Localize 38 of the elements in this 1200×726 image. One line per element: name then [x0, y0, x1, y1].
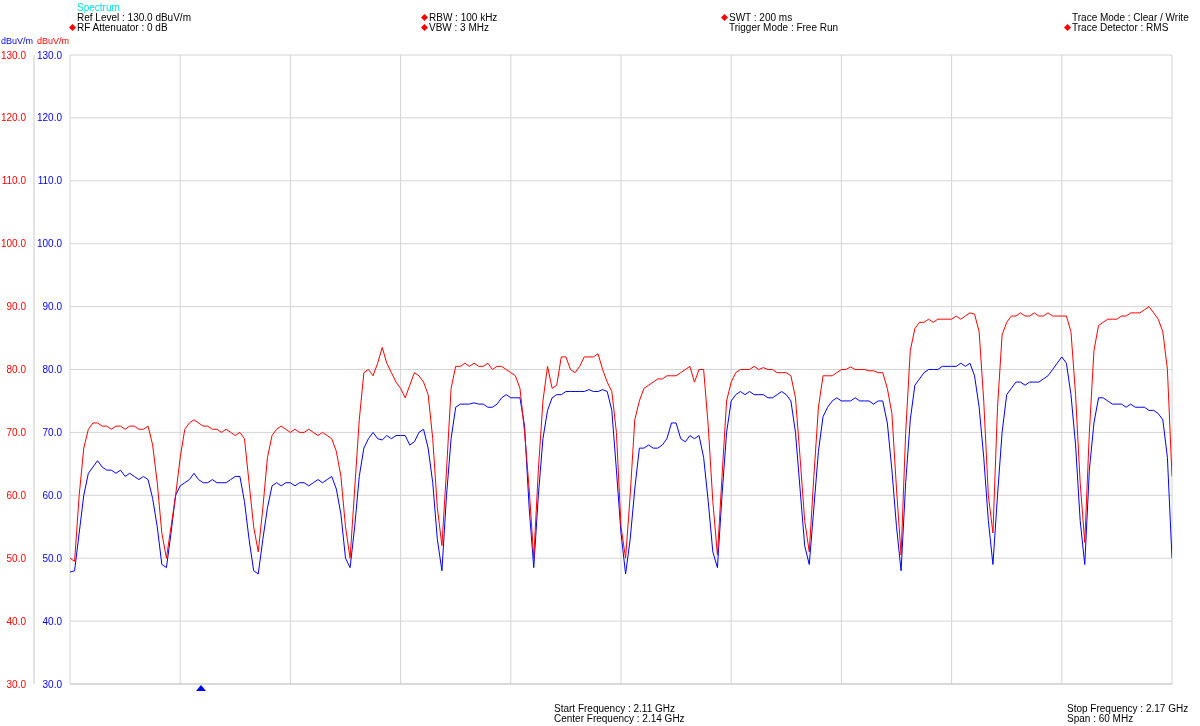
text: Stop Frequency : 2.17 GHz — [1067, 703, 1189, 714]
y-axis-title: dBuV/m — [1, 36, 34, 46]
y-tick-label: 90.0 — [6, 301, 27, 313]
y2-tick-label: 110.0 — [37, 175, 63, 187]
y2-tick-label: 100.0 — [36, 238, 63, 250]
y-tick-label: 120.0 — [0, 112, 27, 124]
y-tick-label: 50.0 — [6, 552, 27, 564]
text: Span : 60 MHz — [1067, 713, 1134, 724]
y2-axis-title: dBuV/m — [37, 36, 70, 46]
text: RBW : 100 kHz — [429, 12, 498, 23]
y-tick-label: 100.0 — [0, 238, 27, 250]
text: SWT : 200 ms — [729, 12, 793, 23]
chart-title: Spectrum — [77, 2, 120, 13]
y2-tick-label: 30.0 — [42, 678, 63, 690]
y2-tick-label: 90.0 — [42, 301, 63, 313]
y2-tick-label: 40.0 — [42, 615, 63, 627]
y2-tick-label: 60.0 — [42, 489, 63, 501]
y2-tick-label: 70.0 — [42, 426, 63, 438]
text: Trigger Mode : Free Run — [729, 22, 839, 33]
y-tick-label: 60.0 — [6, 489, 27, 501]
text: Trace Detector : RMS — [1072, 22, 1169, 33]
y-tick-label: 80.0 — [6, 364, 27, 376]
text: Center Frequency : 2.14 GHz — [554, 713, 685, 724]
y2-tick-label: 120.0 — [36, 112, 63, 124]
y-tick-label: 110.0 — [1, 175, 27, 187]
text: Trace Mode : Clear / Write — [1072, 12, 1189, 23]
y-tick-label: 40.0 — [6, 615, 27, 627]
y-tick-label: 30.0 — [6, 678, 27, 690]
y2-tick-label: 50.0 — [42, 552, 63, 564]
y-tick-label: 130.0 — [0, 49, 27, 61]
line-series — [70, 306, 1172, 562]
y2-tick-label: 80.0 — [42, 364, 63, 376]
text: Start Frequency : 2.11 GHz — [554, 703, 675, 714]
text: VBW : 3 MHz — [429, 22, 490, 33]
y2-tick-label: 130.0 — [36, 49, 63, 61]
text: RF Attenuator : 0 dB — [77, 22, 168, 33]
y-tick-label: 70.0 — [6, 426, 27, 438]
line-series — [70, 356, 1172, 575]
